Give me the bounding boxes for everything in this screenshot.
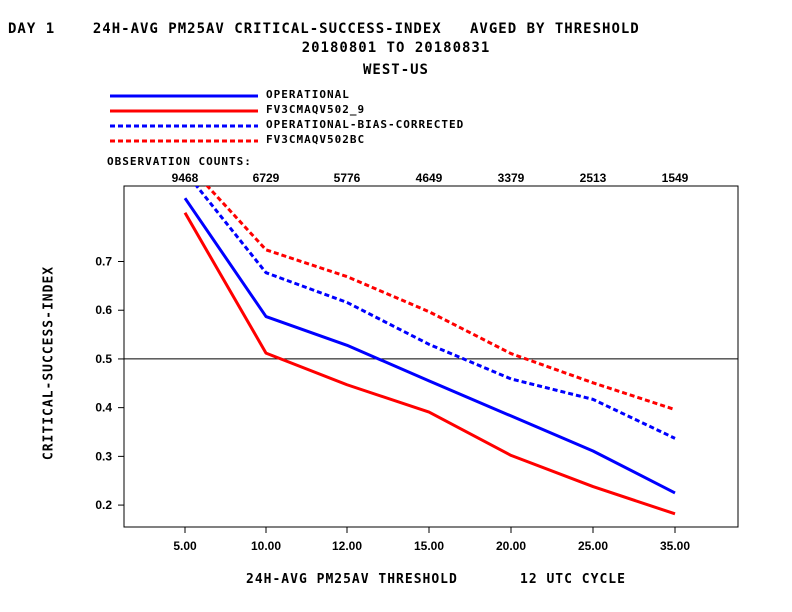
x-tick-label: 10.00 — [251, 539, 281, 553]
region-label: WEST-US — [362, 62, 429, 78]
legend-label-3: FV3CMAQV502BC — [266, 133, 366, 146]
series-line-0 — [183, 197, 676, 495]
observation-count: 3379 — [498, 171, 525, 185]
x-tick-label: 35.00 — [660, 539, 690, 553]
observation-count: 5776 — [334, 171, 361, 185]
series-line-2 — [194, 186, 676, 440]
x-tick-label: 20.00 — [496, 539, 526, 553]
plot-frame — [123, 185, 739, 528]
observation-counts-label: OBSERVATION COUNTS: — [107, 155, 252, 168]
legend-label-2: OPERATIONAL-BIAS-CORRECTED — [266, 118, 465, 131]
y-tick-label: 0.5 — [95, 352, 112, 366]
y-tick-label: 0.4 — [95, 401, 112, 415]
x-tick-label: 15.00 — [414, 539, 444, 553]
y-axis-label: CRITICAL-SUCCESS-INDEX — [41, 265, 57, 461]
cycle-label: 12 UTC CYCLE — [520, 572, 626, 587]
observation-count: 9468 — [172, 171, 199, 185]
observation-count: 2513 — [580, 171, 607, 185]
date-range: 20180801 TO 20180831 — [301, 40, 491, 56]
legend-label-0: OPERATIONAL — [266, 88, 350, 101]
y-tick-label: 0.6 — [95, 303, 112, 317]
x-tick-label: 25.00 — [578, 539, 608, 553]
y-tick-label: 0.7 — [95, 255, 112, 269]
x-axis-label: 24H-AVG PM25AV THRESHOLD — [246, 572, 458, 587]
y-tick-label: 0.2 — [95, 498, 112, 512]
series-line-3 — [205, 186, 676, 412]
chart-title: DAY 1 24H-AVG PM25AV CRITICAL-SUCCESS-IN… — [8, 21, 640, 37]
y-tick-label: 0.3 — [95, 449, 112, 463]
legend-label-1: FV3CMAQV502_9 — [266, 103, 366, 116]
x-tick-label: 5.00 — [173, 539, 197, 553]
observation-count: 6729 — [253, 171, 280, 185]
x-tick-label: 12.00 — [332, 539, 362, 553]
series-line-1 — [183, 212, 676, 516]
observation-count: 4649 — [416, 171, 443, 185]
observation-count: 1549 — [662, 171, 689, 185]
